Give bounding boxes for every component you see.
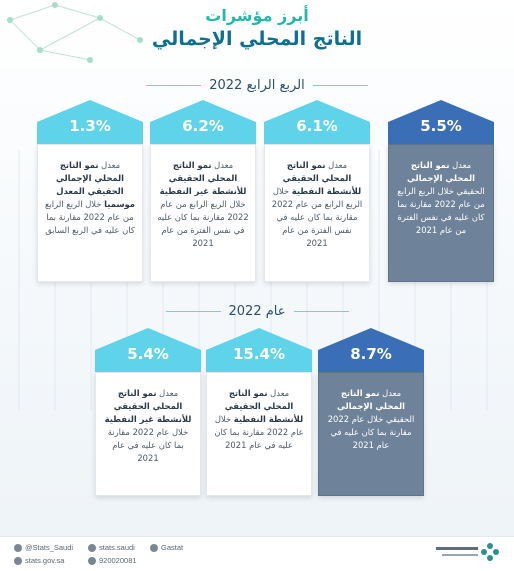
card-rest: الحقيقي خلال عام 2022 مقارنة بما كان علي…	[327, 414, 415, 450]
facebook-icon	[88, 544, 96, 553]
card-header: 6.2%	[150, 100, 256, 144]
divider	[146, 85, 202, 86]
q4-card-1: 6.1% معدل نمو الناتج المحلي الحقيقي للأنش…	[264, 100, 370, 282]
twitter-icon	[14, 544, 22, 553]
network-decoration	[7, 2, 143, 63]
card-description: معدل نمو الناتج المحلي الإجمالي الحقيقي …	[318, 372, 424, 496]
q4-card-3: 1.3% معدل نمو الناتج المحلي الإجمالي الحق…	[37, 100, 143, 282]
arrow-shape	[206, 328, 312, 372]
card-header: 8.7%	[318, 328, 424, 372]
card-highlight: نمو الناتج المحلي الإجمالي الحقيقي المعد…	[56, 160, 135, 209]
card-highlight: نمو الناتج المحلي الإجمالي	[337, 388, 405, 411]
title-line-1: أبرز مؤشرات	[205, 6, 309, 25]
card-highlight: نمو الناتج المحلي الإجمالي	[407, 160, 475, 183]
card-header: 15.4%	[206, 328, 312, 372]
arrow-shape	[37, 100, 143, 144]
card-description: معدل نمو الناتج المحلي الإجمالي الحقيقي …	[388, 144, 494, 282]
card-prefix: معدل	[379, 388, 402, 398]
section-q4-heading: الربع الرابع 2022	[0, 78, 514, 93]
section-year-title: عام 2022	[228, 304, 286, 319]
card-highlight: نمو الناتج المحلي الحقيقي للأنشطة النفطي…	[224, 388, 304, 424]
footer-web[interactable]: stats.gov.sa	[25, 556, 65, 565]
phone-icon	[88, 557, 96, 566]
card-description: معدل نمو الناتج المحلي الحقيقي للأنشطة غ…	[95, 372, 201, 496]
card-prefix: معدل	[211, 160, 234, 170]
card-rest: الحقيقي خلال الربع الرابع من عام 2022 مق…	[397, 186, 485, 235]
divider	[165, 311, 221, 312]
section-year-heading: عام 2022	[0, 304, 514, 319]
year-card-0: 8.7% معدل نمو الناتج المحلي الإجمالي الحق…	[318, 328, 424, 496]
card-value: 1.3%	[69, 117, 111, 135]
q4-card-2: 6.2% معدل نمو الناتج المحلي الحقيقي للأنش…	[150, 100, 256, 282]
globe-icon	[14, 557, 22, 566]
footer: @Stats_Saudi stats.gov.sa stats.saudi 92…	[0, 536, 514, 571]
card-rest: خلال الربع الرابع من عام 2022 مقارنة بما…	[44, 199, 135, 235]
card-highlight: نمو الناتج المحلي الحقيقي للأنشطة غير ال…	[159, 160, 247, 196]
instagram-icon	[150, 544, 158, 553]
card-value: 6.2%	[182, 117, 224, 135]
card-rest: خلال الربع الرابع من عام 2022 مقارنة بما…	[157, 199, 249, 248]
card-value: 5.5%	[420, 117, 462, 135]
card-header: 5.5%	[388, 100, 494, 144]
gastat-logo	[436, 543, 499, 561]
card-prefix: معدل	[325, 160, 348, 170]
card-prefix: معدل	[98, 160, 121, 170]
card-rest: خلال عام 2022 مقارنة بما كان عليه في عام…	[107, 427, 189, 463]
divider	[293, 311, 349, 312]
card-header: 5.4%	[95, 328, 201, 372]
card-description: معدل نمو الناتج المحلي الحقيقي للأنشطة ا…	[206, 372, 312, 496]
divider	[312, 85, 368, 86]
card-highlight: نمو الناتج المحلي الحقيقي للأنشطة غير ال…	[104, 388, 192, 424]
section-q4-title: الربع الرابع 2022	[209, 78, 305, 93]
footer-phone[interactable]: 920020081	[99, 556, 137, 565]
arrow-shape	[264, 100, 370, 144]
card-prefix: معدل	[449, 160, 472, 170]
card-highlight: نمو الناتج المحلي الحقيقي للأنشطة النفطي…	[282, 160, 362, 196]
card-value: 8.7%	[350, 345, 392, 363]
page-title: أبرز مؤشرات الناتج المحلي الإجمالي	[0, 6, 514, 50]
card-rest: خلال عام 2022 مقارنة بما كان عليه في عام…	[214, 414, 304, 450]
arrow-shape	[150, 100, 256, 144]
year-card-2: 5.4% معدل نمو الناتج المحلي الحقيقي للأنش…	[95, 328, 201, 496]
footer-twitter[interactable]: @Stats_Saudi	[25, 543, 74, 552]
arrow-shape	[318, 328, 424, 372]
card-prefix: معدل	[267, 388, 290, 398]
card-description: معدل نمو الناتج المحلي الإجمالي الحقيقي …	[37, 144, 143, 282]
arrow-shape	[95, 328, 201, 372]
year-card-1: 15.4% معدل نمو الناتج المحلي الحقيقي للأن…	[206, 328, 312, 496]
card-description: معدل نمو الناتج المحلي الحقيقي للأنشطة ا…	[264, 144, 370, 282]
card-value: 15.4%	[232, 345, 286, 363]
card-value: 5.4%	[127, 345, 169, 363]
footer-facebook[interactable]: stats.saudi	[99, 543, 135, 552]
card-value: 6.1%	[296, 117, 338, 135]
card-header: 6.1%	[264, 100, 370, 144]
card-description: معدل نمو الناتج المحلي الحقيقي للأنشطة غ…	[150, 144, 256, 282]
card-rest: خلال الربع الرابع من عام 2022 مقارنة بما…	[271, 186, 363, 248]
footer-instagram[interactable]: Gastat	[161, 543, 184, 552]
card-header: 1.3%	[37, 100, 143, 144]
title-line-2: الناتج المحلي الإجمالي	[151, 28, 363, 50]
arrow-shape	[388, 100, 494, 144]
card-prefix: معدل	[156, 388, 179, 398]
q4-card-0: 5.5% معدل نمو الناتج المحلي الإجمالي الحق…	[388, 100, 494, 282]
